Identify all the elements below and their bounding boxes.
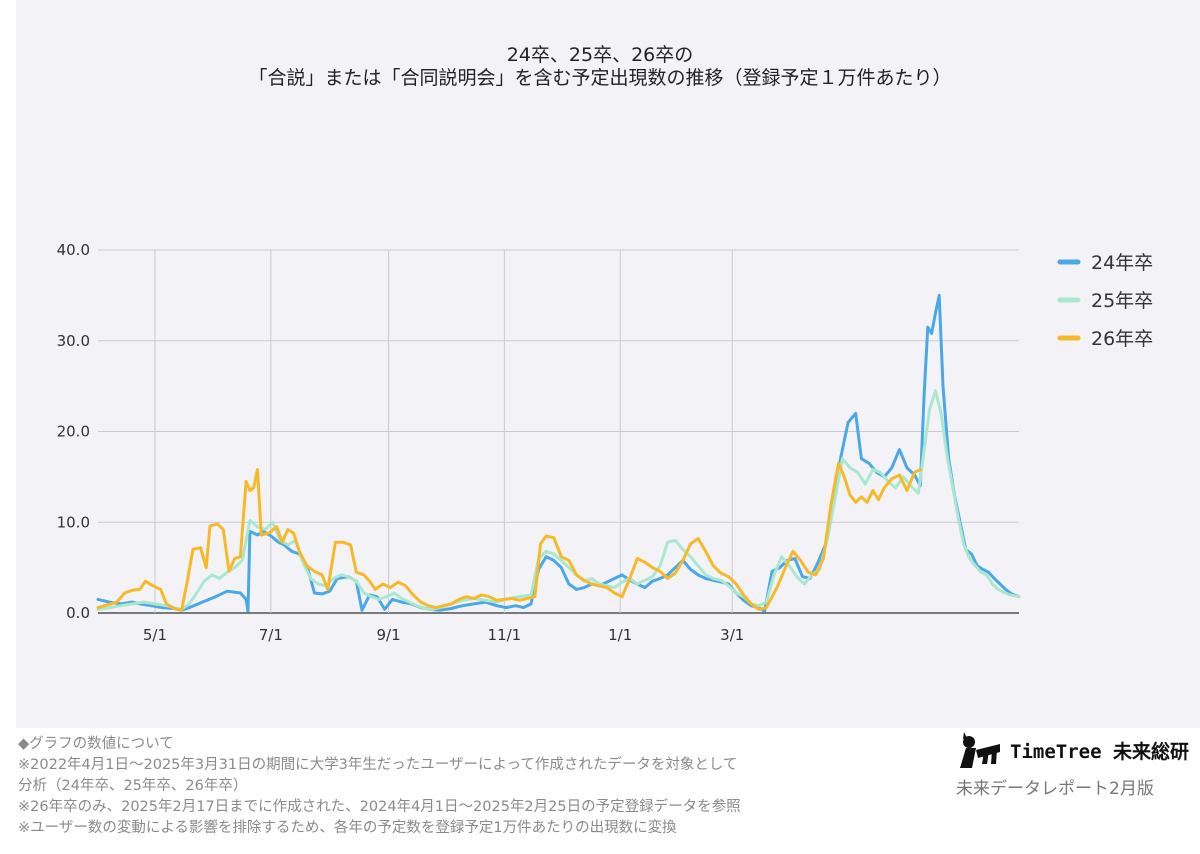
chart-title-line1: 24卒、25卒、26卒の [506, 44, 694, 66]
y-tick-label: 40.0 [57, 241, 90, 259]
notes-line-3: ※26年卒のみ、2025年2月17日までに作成された、2024年4月1日～202… [18, 799, 741, 815]
legend-label: 25年卒 [1091, 290, 1153, 312]
y-tick-label: 10.0 [57, 513, 90, 531]
series-line-3 [96, 461, 922, 612]
x-tick-label: 5/1 [143, 626, 167, 644]
brand-name: TimeTree 未来総研 [1010, 740, 1189, 763]
x-tick-label: 9/1 [376, 626, 400, 644]
notes-line-1: ※2022年4月1日～2025年3月31日の期間に大学3年生だったユーザーによっ… [18, 757, 738, 773]
notes-section: ◆グラフの数値について ※2022年4月1日～2025年3月31日の期間に大学3… [18, 734, 918, 839]
x-tick-label: 1/1 [608, 626, 632, 644]
x-tick-label: 11/1 [488, 626, 522, 644]
legend-label: 26年卒 [1091, 328, 1153, 350]
line-chart: 0.0 10.0 20.0 30.0 40.0 5/1 7/1 9/1 11/1 1/1 3/1 2… [57, 241, 1154, 644]
y-tick-label: 0.0 [66, 604, 90, 622]
x-tick-label: 3/1 [720, 626, 744, 644]
y-tick-label: 30.0 [57, 332, 90, 350]
brand-subtitle: 未来データレポート2月版 [956, 779, 1154, 799]
x-tick-label: 7/1 [259, 626, 283, 644]
brand-logo-icon [960, 732, 1000, 768]
y-tick-label: 20.0 [57, 423, 90, 441]
notes-line-2: 分析（24年卒、25年卒、26年卒） [18, 778, 248, 794]
notes-line-4: ※ユーザー数の変動による影響を排除するため、各年の予定数を登録予定1万件あたりの… [18, 820, 677, 836]
series-line-2 [96, 389, 1021, 611]
series-line-1 [96, 293, 1021, 613]
legend-label: 24年卒 [1091, 252, 1153, 274]
chart-title-line2: 「合説」または「合同説明会」を含む予定出現数の推移（登録予定１万件あたり） [248, 67, 952, 89]
chart-panel: 0.0 10.0 20.0 30.0 40.0 5/1 7/1 9/1 11/1 1/1 3/1 2… [16, 0, 1200, 728]
brand-block: TimeTree 未来総研 未来データレポート2月版 [954, 726, 1194, 826]
notes-heading: ◆グラフの数値について [18, 736, 174, 752]
brand-logo-row: TimeTree 未来総研 [954, 730, 1189, 770]
